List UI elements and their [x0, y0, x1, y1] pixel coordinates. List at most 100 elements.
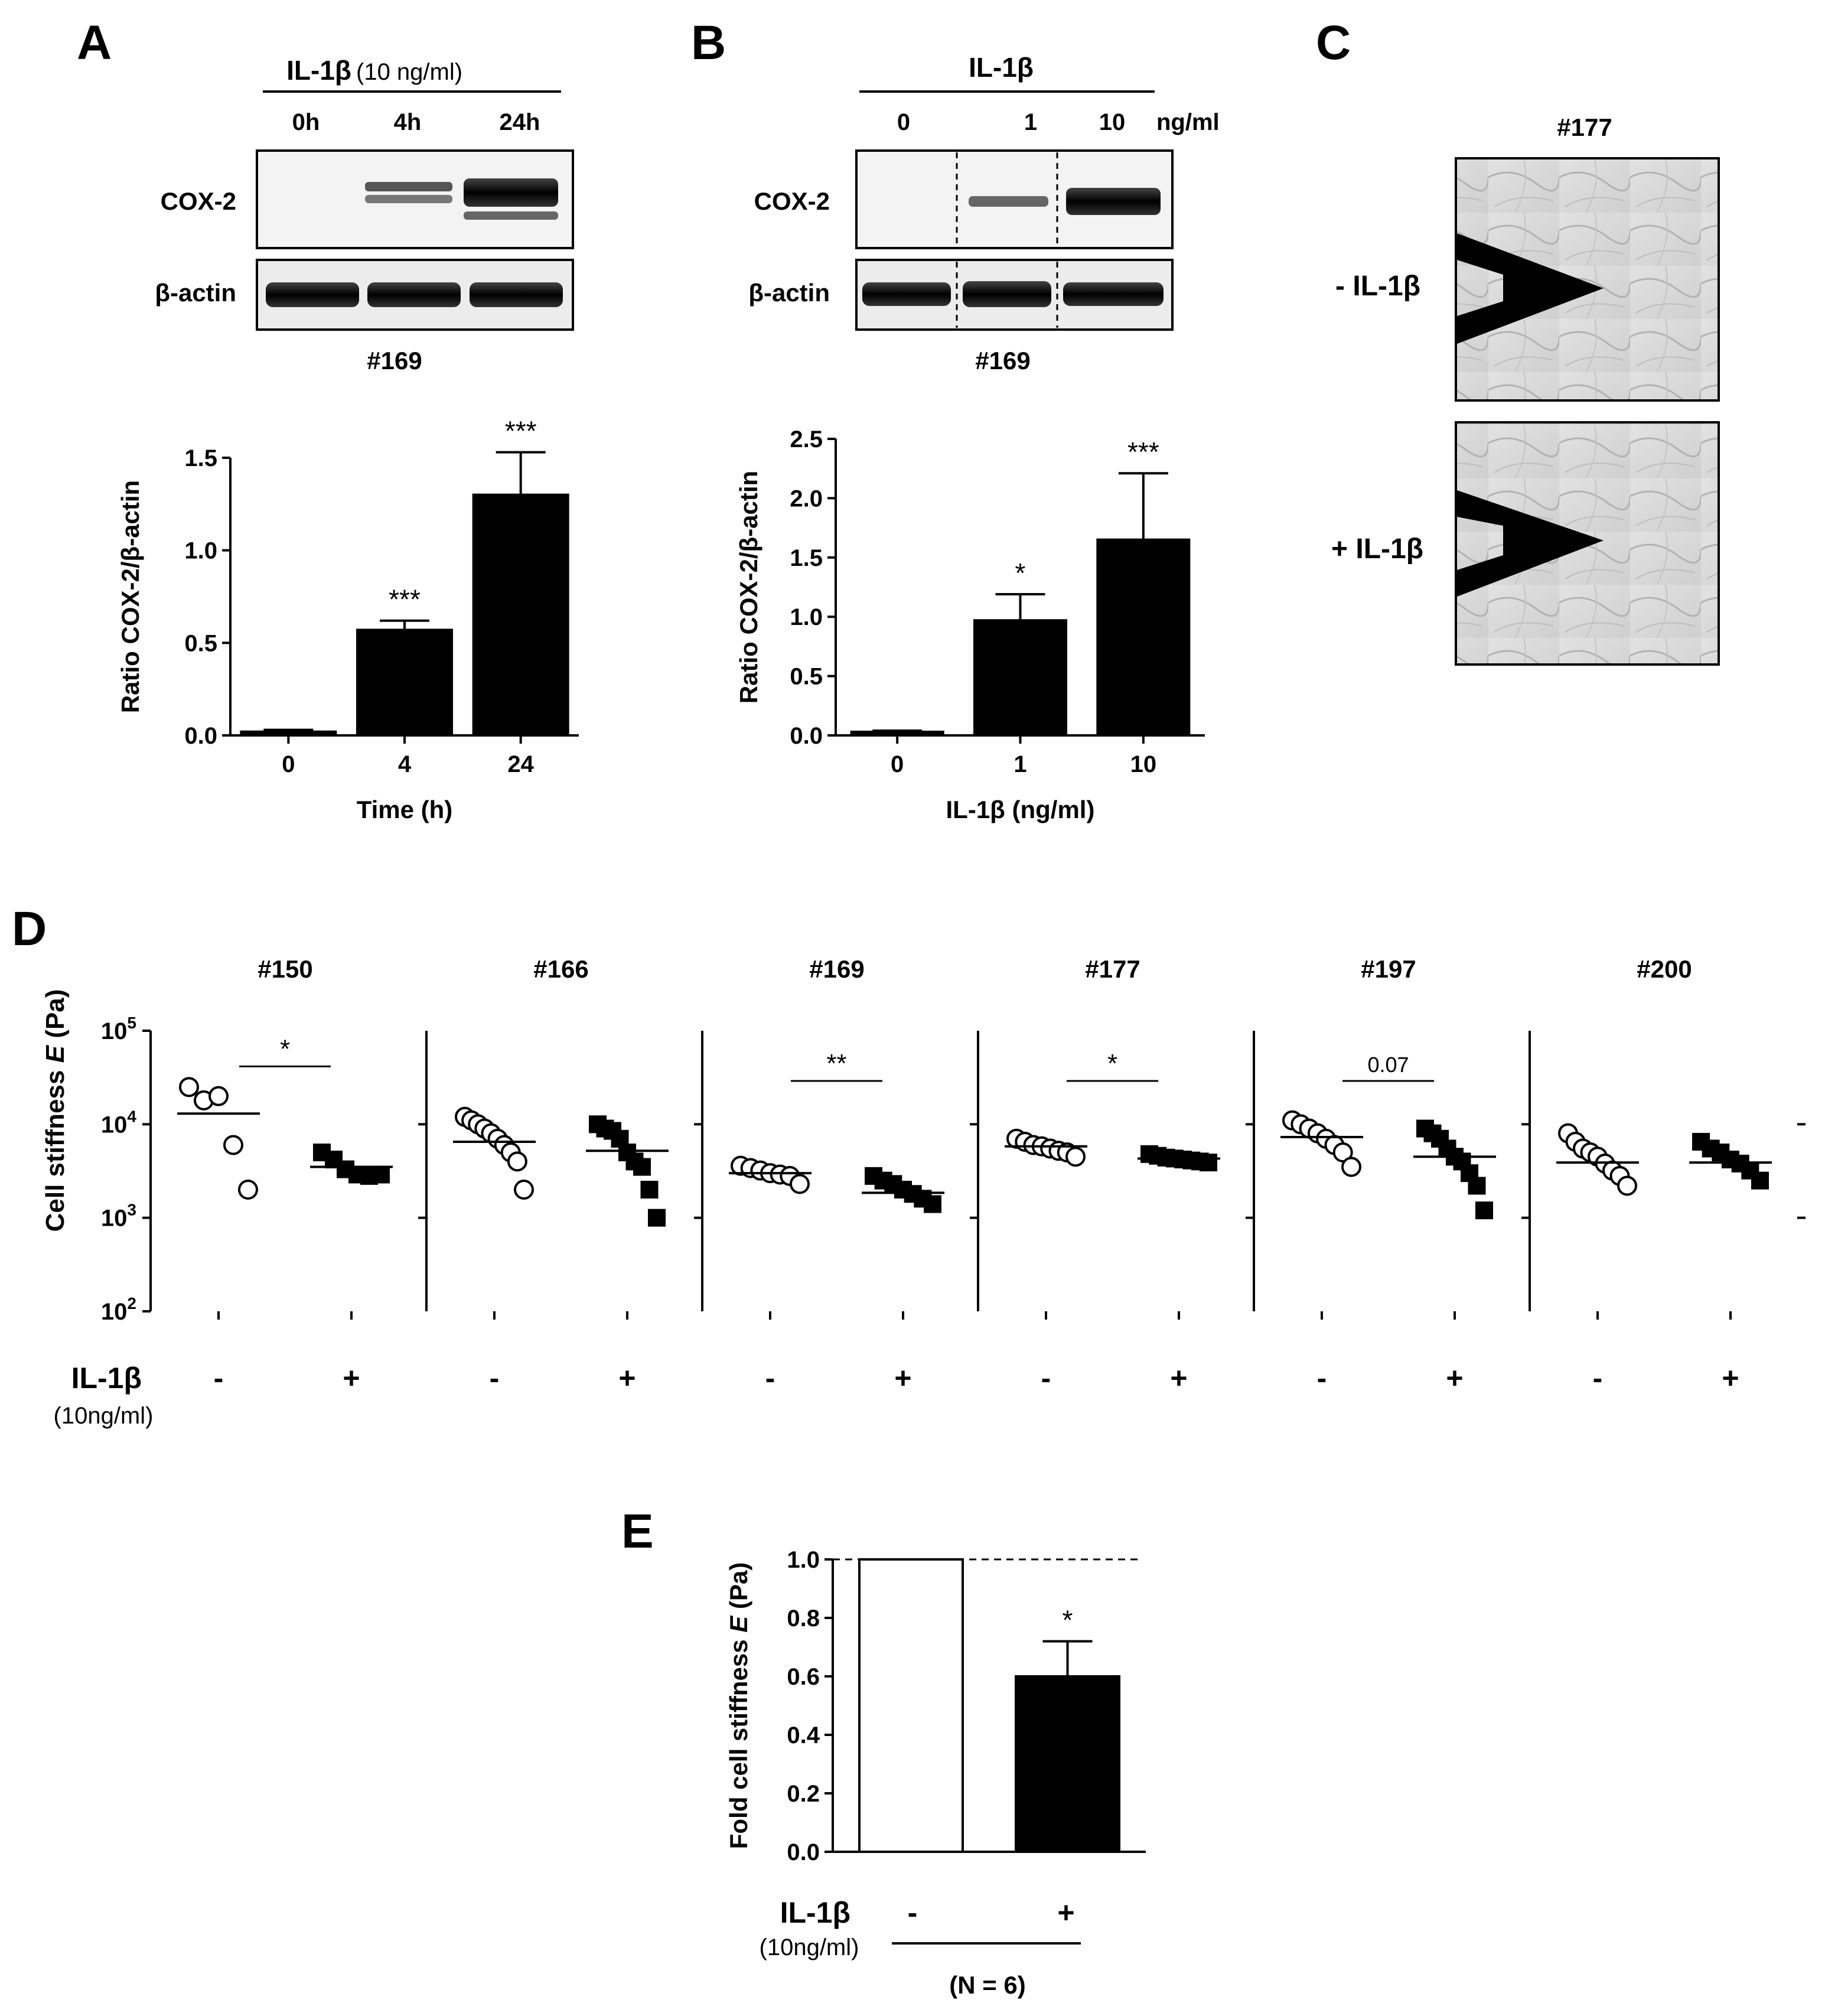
panel-c-condition-plus: + IL-1β	[1331, 533, 1423, 565]
micrograph-plus-il1b	[1455, 421, 1720, 666]
panel-d-group-4: #197 - +0.07	[1253, 955, 1530, 1395]
panel-d-point-treated	[640, 1181, 659, 1199]
panel-a-xtick-label-2: 24	[507, 751, 534, 777]
panel-b-blot-label-cox2: COX-2	[754, 187, 830, 215]
panel-d-point-control	[1341, 1157, 1361, 1177]
panel-d-chart: 105 104 103 102 #150 - + * #166 - + #169 - + ** #177 - + *…	[101, 955, 1806, 1395]
panel-d-cond-minus: -	[214, 1362, 224, 1395]
panel-a-xtick-label-1: 4	[398, 751, 412, 777]
panel-a-blot: A IL-1β (10 ng/ml) 0h 4h 24h COX-2 β-act…	[77, 16, 574, 374]
panel-c-letter: C	[1316, 16, 1351, 70]
panel-b-sig-1: *	[1015, 558, 1026, 588]
panel-a-ylabel: Ratio COX-2/β-actin	[116, 480, 144, 713]
panel-a-chart: 0.0 0.5 1.0 1.5 Ratio COX-2/β-actin 0 *** 4 *** 2…	[116, 416, 579, 823]
panel-d-sig-label: **	[826, 1049, 846, 1078]
panel-d-group-5: #200 - +	[1529, 955, 1806, 1395]
panel-d-group-title: #169	[809, 955, 864, 983]
panel-d-point-control	[1065, 1147, 1086, 1167]
panel-d-group-title: #177	[1085, 955, 1140, 983]
panel-d-point-treated	[1475, 1201, 1493, 1220]
panel-b-unit: ng/ml	[1156, 109, 1220, 135]
panel-d-sig-label: 0.07	[1367, 1053, 1409, 1077]
svg-text:Ratio COX-2/β-actin: Ratio COX-2/β-actin	[116, 480, 144, 713]
panel-b-letter: B	[691, 16, 726, 70]
panel-d-group-1: #166 - +	[425, 955, 702, 1395]
panel-d-sig-label: *	[280, 1034, 290, 1063]
panel-d-point-control	[1332, 1142, 1353, 1162]
panel-d-point-control	[1617, 1175, 1637, 1196]
panel-b-ytick-label: 1.5	[790, 545, 823, 571]
panel-b-blot-label-actin: β-actin	[748, 279, 830, 307]
panel-b-ytick-label: 0.0	[790, 723, 823, 749]
panel-d-row-label: IL-1β	[71, 1362, 142, 1395]
panel-d-sig-label: *	[1107, 1049, 1117, 1078]
panel-d-group-0: #150 - + *	[177, 955, 426, 1395]
panel-d-cond-plus: +	[894, 1362, 911, 1395]
svg-text:Ratio COX-2/β-actin: Ratio COX-2/β-actin	[735, 471, 762, 704]
panel-b-ytick-label: 2.5	[790, 426, 823, 452]
panel-a-sig-1: ***	[389, 584, 421, 615]
panel-b-bar-1	[973, 619, 1067, 737]
panel-d-cond-minus: -	[1041, 1362, 1051, 1395]
panel-d-ytick-label: 103	[101, 1201, 136, 1232]
panel-b-treatment: IL-1β	[969, 52, 1034, 83]
panel-d-cond-minus: -	[1317, 1362, 1327, 1395]
panel-d-group-title: #197	[1361, 955, 1416, 983]
panel-b-ylabel: Ratio COX-2/β-actin	[735, 471, 762, 704]
panel-b-ytick-label: 1.0	[790, 604, 823, 630]
panel-a-bar-0	[240, 730, 337, 737]
panel-d-ytick-label: 104	[101, 1107, 137, 1138]
panel-a-sample-id: #169	[367, 347, 422, 374]
panel-a-blot-label-actin: β-actin	[155, 279, 236, 307]
panel-d-row-sublabel: (10ng/ml)	[54, 1403, 154, 1429]
panel-e-letter: E	[621, 1504, 654, 1558]
svg-text:Cell stiffness E (Pa): Cell stiffness E (Pa)	[41, 989, 70, 1232]
panel-b-bar-0	[850, 730, 944, 737]
panel-e-sig-1: *	[1063, 1605, 1073, 1636]
panel-a-ytick-label: 0.0	[184, 723, 217, 749]
panel-d-point-treated	[633, 1158, 651, 1176]
panel-e-cond-minus: -	[908, 1896, 918, 1929]
panel-c-condition-minus: - IL-1β	[1335, 271, 1420, 302]
panel-a-lane-1: 4h	[394, 109, 422, 135]
panel-b-xlabel: IL-1β (ng/ml)	[946, 796, 1095, 823]
panel-b-lane-2: 10	[1099, 109, 1126, 135]
panel-e-ytick-label: 0.4	[787, 1722, 820, 1748]
panel-a-treatment: IL-1β	[286, 55, 351, 86]
panel-e-chart: 0.0 0.2 0.4 0.6 0.8 1.0 Fold cell stiffness E …	[725, 1547, 1146, 1865]
panel-d-point-control	[238, 1180, 258, 1200]
panel-d-point-control	[208, 1086, 229, 1106]
panel-a-lane-2: 24h	[500, 109, 540, 135]
panel-b-xtick-label-1: 1	[1013, 751, 1026, 777]
panel-e-bar-0	[858, 1558, 964, 1853]
panel-e-ytick-label: 0.2	[787, 1781, 820, 1807]
panel-a-lane-0: 0h	[292, 109, 320, 135]
panel-d-cond-plus: +	[618, 1362, 636, 1395]
panel-b-ytick-label: 2.0	[790, 486, 823, 512]
panel-d-point-control	[223, 1135, 243, 1155]
panel-b-blot: B IL-1β 0 1 10 ng/ml COX-2 β-actin #169	[691, 16, 1220, 374]
panel-d-cond-plus: +	[1446, 1362, 1463, 1395]
panel-b-lane-1: 1	[1024, 109, 1037, 135]
panel-d-cond-plus: +	[343, 1362, 360, 1395]
panel-d-group-2: #169 - + **	[701, 955, 978, 1395]
panel-d-point-treated	[1751, 1171, 1769, 1190]
panel-c-sample-id: #177	[1557, 113, 1612, 141]
panel-b-xtick-label-2: 10	[1130, 751, 1157, 777]
panel-e-row-sublabel: (10ng/ml)	[760, 1934, 859, 1960]
panel-e-ytick-label: 0.0	[787, 1839, 820, 1865]
panel-d-group-title: #150	[258, 955, 312, 983]
panel-c-micrographs: C #177 - IL-1β + IL-1β	[1316, 16, 1720, 666]
panel-d-group-3: #177 - + *	[977, 955, 1254, 1395]
panel-e-ylabel: Fold cell stiffness E (Pa)	[725, 1562, 752, 1849]
panel-a-xlabel: Time (h)	[357, 796, 453, 823]
panel-d-cond-minus: -	[1593, 1362, 1603, 1395]
panel-d-point-control	[507, 1151, 527, 1172]
panel-a-sig-2: ***	[505, 416, 537, 447]
panel-d-point-control	[179, 1077, 199, 1097]
panel-a-letter: A	[77, 16, 112, 70]
panel-b-sig-2: ***	[1127, 437, 1159, 467]
panel-a-bar-1	[356, 628, 453, 737]
panel-e-bar-1	[1015, 1675, 1120, 1853]
